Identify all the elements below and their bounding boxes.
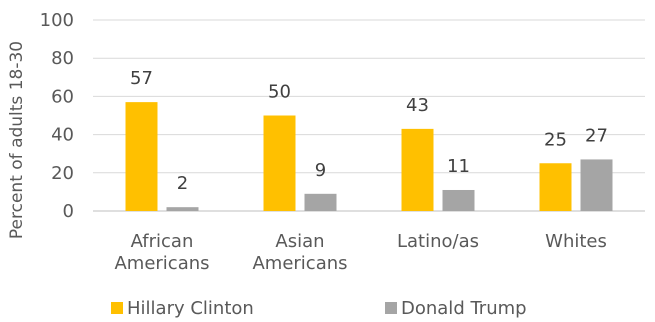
data-label: 27 [585, 125, 608, 146]
data-label: 9 [315, 160, 326, 181]
category-labels: African Americans Asian Americans Latino/as W… [114, 231, 606, 274]
y-tick-labels: 0 20 40 60 80 100 [40, 10, 74, 222]
legend-swatch [111, 302, 123, 314]
bar [442, 189, 475, 211]
data-label: 57 [130, 68, 153, 89]
category-label: Asian Americans [252, 231, 347, 274]
bar [580, 159, 613, 211]
legend-label: Hillary Clinton [127, 298, 254, 319]
data-label: 11 [447, 156, 470, 177]
legend-label: Donald Trump [401, 298, 527, 319]
bar [304, 193, 337, 211]
legend: Hillary Clinton Donald Trump [111, 298, 527, 319]
data-labels: 57 2 50 9 43 11 25 27 [130, 68, 608, 194]
data-label: 25 [544, 129, 567, 150]
data-label: 2 [177, 173, 188, 194]
y-tick-label: 40 [51, 125, 74, 146]
legend-swatch [385, 302, 397, 314]
y-tick-label: 0 [63, 201, 74, 222]
y-tick-label: 20 [51, 163, 74, 184]
category-label: Latino/as [397, 231, 479, 252]
category-label: African Americans [114, 231, 209, 274]
bar [166, 207, 199, 211]
bar [401, 128, 434, 211]
data-label: 43 [406, 95, 429, 116]
bar [263, 115, 296, 211]
data-label: 50 [268, 82, 291, 103]
bars [125, 102, 613, 211]
bar [125, 102, 158, 211]
y-tick-label: 80 [51, 48, 74, 69]
y-tick-label: 60 [51, 86, 74, 107]
y-axis-title: Percent of adults 18-30 [7, 41, 27, 239]
y-tick-label: 100 [40, 10, 74, 31]
bar [539, 163, 572, 211]
category-label: Whites [545, 231, 607, 252]
